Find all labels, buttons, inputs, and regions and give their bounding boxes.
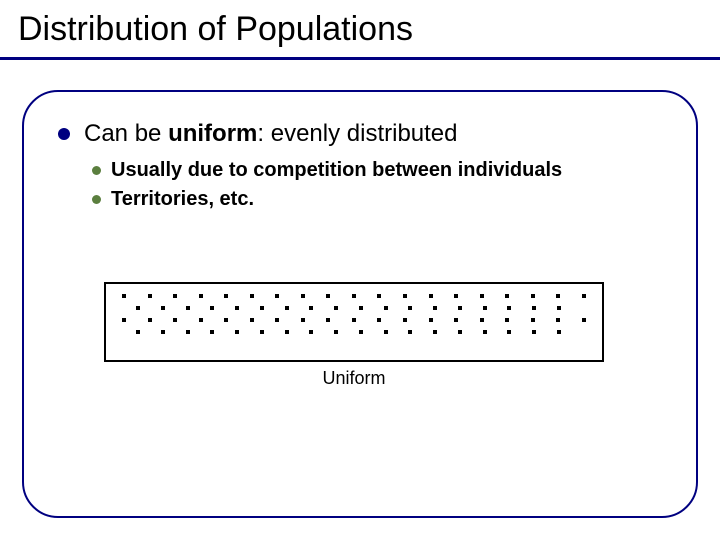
bullet-level1: Can be uniform: evenly distributed	[58, 120, 662, 148]
figure-dot	[186, 306, 190, 310]
bullet-dot-icon	[92, 195, 101, 204]
figure-dot	[429, 294, 433, 298]
figure-dot	[483, 330, 487, 334]
figure-dot	[403, 318, 407, 322]
figure-dot	[285, 330, 289, 334]
figure-dot	[352, 318, 356, 322]
level2-text: Usually due to competition between indiv…	[111, 158, 562, 183]
bullet-level2: Territories, etc.	[92, 187, 662, 212]
figure-dot	[505, 318, 509, 322]
figure-dot	[433, 330, 437, 334]
figure-dot	[377, 318, 381, 322]
slide-title: Distribution of Populations	[18, 10, 702, 49]
figure-caption: Uniform	[104, 368, 604, 389]
figure-dot	[454, 318, 458, 322]
bullet-dot-icon	[58, 128, 70, 140]
figure-dot	[301, 294, 305, 298]
bullet-dot-icon	[92, 166, 101, 175]
figure-dot	[250, 294, 254, 298]
figure-dot	[359, 306, 363, 310]
figure-dot	[301, 318, 305, 322]
figure-dot	[359, 330, 363, 334]
figure-dot	[326, 318, 330, 322]
figure-dot	[285, 306, 289, 310]
figure-dot	[458, 330, 462, 334]
figure-dot-row	[122, 306, 586, 312]
figure-dot	[505, 294, 509, 298]
figure-dot	[210, 306, 214, 310]
bullet-level2: Usually due to competition between indiv…	[92, 158, 662, 183]
figure-dot	[480, 294, 484, 298]
figure-dot	[148, 318, 152, 322]
figure-dot	[122, 294, 126, 298]
figure-dot	[384, 330, 388, 334]
figure-dot	[531, 318, 535, 322]
figure-dot	[480, 318, 484, 322]
figure-dot	[334, 306, 338, 310]
figure-dot	[224, 318, 228, 322]
figure-dot	[173, 318, 177, 322]
figure-dot	[377, 294, 381, 298]
figure-dot	[429, 318, 433, 322]
figure-dot	[557, 306, 561, 310]
figure-dot	[136, 306, 140, 310]
l1-prefix: Can be	[84, 120, 168, 147]
figure-dot	[136, 330, 140, 334]
title-underline	[0, 57, 720, 60]
figure-dot	[408, 306, 412, 310]
figure-dot	[148, 294, 152, 298]
level2-text: Territories, etc.	[111, 187, 254, 212]
body-frame: Can be uniform: evenly distributed Usual…	[22, 90, 698, 518]
figure-dot	[186, 330, 190, 334]
figure-dot	[433, 306, 437, 310]
l1-bold: uniform	[168, 120, 257, 147]
figure-dot	[507, 306, 511, 310]
figure-dot	[556, 294, 560, 298]
l1-suffix: : evenly distributed	[257, 120, 457, 147]
figure-dot	[334, 330, 338, 334]
figure-dot	[199, 294, 203, 298]
figure-dot	[454, 294, 458, 298]
figure-dot	[352, 294, 356, 298]
figure-dot	[557, 330, 561, 334]
title-area: Distribution of Populations	[0, 0, 720, 55]
figure-dot	[408, 330, 412, 334]
figure-dot	[235, 330, 239, 334]
figure-dot	[199, 318, 203, 322]
figure-dot-row	[122, 294, 586, 300]
figure-dot	[507, 330, 511, 334]
figure-dot	[275, 318, 279, 322]
figure-dot	[403, 294, 407, 298]
figure-dot	[556, 318, 560, 322]
figure-dot	[235, 306, 239, 310]
figure-dot	[260, 330, 264, 334]
figure-dot	[250, 318, 254, 322]
figure-dot	[582, 318, 586, 322]
figure-dot	[532, 330, 536, 334]
figure-uniform: Uniform	[104, 282, 604, 389]
figure-dot	[384, 306, 388, 310]
figure-dot	[161, 306, 165, 310]
figure-dot	[224, 294, 228, 298]
figure-dot-row	[122, 330, 586, 336]
figure-box	[104, 282, 604, 362]
figure-dot	[161, 330, 165, 334]
figure-dot	[582, 294, 586, 298]
figure-dot	[260, 306, 264, 310]
figure-dot	[210, 330, 214, 334]
figure-dot	[309, 330, 313, 334]
figure-dot	[532, 306, 536, 310]
figure-dot	[483, 306, 487, 310]
figure-dot	[275, 294, 279, 298]
figure-dot	[309, 306, 313, 310]
level1-text: Can be uniform: evenly distributed	[84, 120, 458, 148]
figure-dot	[122, 318, 126, 322]
figure-dot	[531, 294, 535, 298]
figure-dot	[326, 294, 330, 298]
figure-dot-row	[122, 318, 586, 324]
figure-dot	[458, 306, 462, 310]
figure-dot	[173, 294, 177, 298]
